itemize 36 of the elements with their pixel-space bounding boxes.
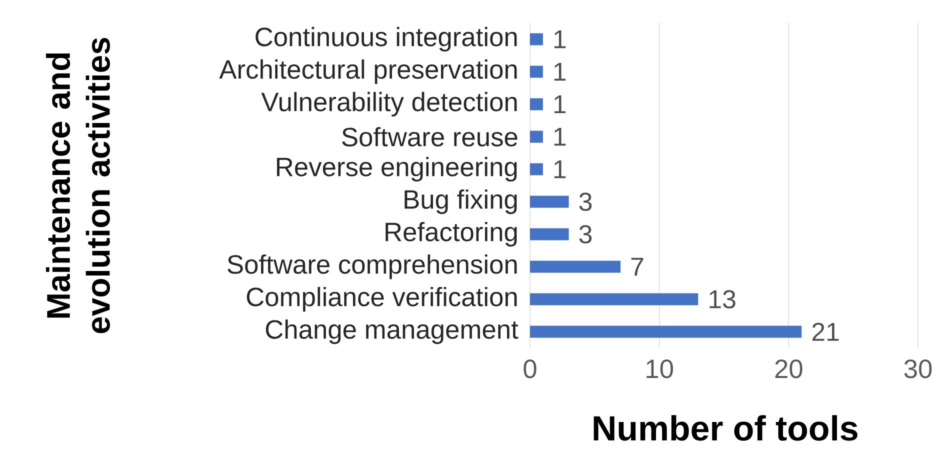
y-axis-title: Maintenance and evolution activities [46, 38, 110, 334]
bar [530, 130, 543, 143]
data-label: 13 [710, 290, 736, 308]
data-label: 7 [631, 258, 644, 276]
bar [530, 293, 698, 306]
bar [530, 163, 543, 176]
y-tick-label: Reverse engineering [277, 156, 517, 182]
data-label: 1 [554, 30, 566, 48]
y-tick-label: Continuous integration [256, 26, 517, 52]
x-tick-label: 30 [904, 360, 932, 378]
data-label: 21 [812, 322, 839, 341]
data-label: 1 [554, 95, 566, 114]
bar [530, 326, 802, 338]
data-label: 3 [579, 225, 592, 244]
bar [530, 196, 569, 208]
y-tick-label: Software reuse [342, 127, 518, 146]
data-label: 1 [554, 128, 566, 146]
x-axis-title: Number of tools [594, 415, 858, 441]
y-tick-label: Architectural preservation [219, 59, 517, 84]
y-tick-label: Bug fixing [404, 189, 517, 214]
data-label: 1 [554, 160, 566, 178]
bar [530, 228, 569, 240]
x-tick-label: 10 [646, 360, 673, 378]
bar [530, 33, 543, 46]
bar [530, 260, 621, 273]
y-tick-label: Refactoring [386, 222, 517, 247]
y-tick-label: Vulnerability detection [261, 92, 517, 117]
x-tick-label: 20 [775, 360, 802, 378]
data-label: 1 [554, 62, 566, 81]
data-label: 3 [579, 192, 592, 211]
y-tick-label: Software comprehension [228, 254, 517, 280]
y-tick-label: Compliance verification [246, 286, 517, 312]
y-tick-label: Change management [266, 319, 518, 344]
bar [530, 66, 543, 78]
bar [530, 98, 543, 110]
x-tick-label: 0 [524, 360, 536, 378]
